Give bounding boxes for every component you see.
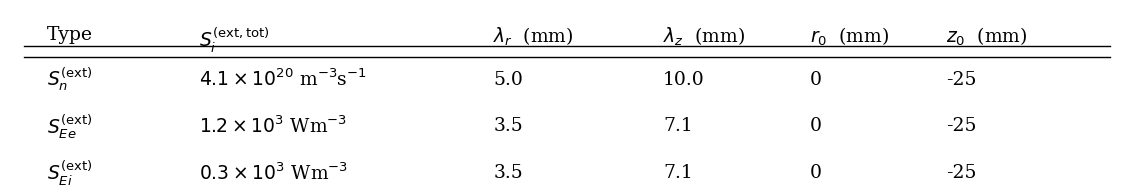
Text: 0: 0 [810, 164, 822, 182]
Text: Type: Type [46, 26, 93, 44]
Text: 7.1: 7.1 [663, 117, 693, 135]
Text: $S_{Ee}^{\mathrm{(ext)}}$: $S_{Ee}^{\mathrm{(ext)}}$ [46, 112, 92, 141]
Text: 3.5: 3.5 [493, 117, 523, 135]
Text: 0: 0 [810, 71, 822, 89]
Text: 0: 0 [810, 117, 822, 135]
Text: -25: -25 [946, 71, 976, 89]
Text: 3.5: 3.5 [493, 164, 523, 182]
Text: $1.2 \times 10^{3}$ Wm$^{-3}$: $1.2 \times 10^{3}$ Wm$^{-3}$ [200, 115, 348, 137]
Text: $\lambda_r$  (mm): $\lambda_r$ (mm) [493, 26, 574, 48]
Text: $S_i^{\mathrm{(ext,tot)}}$: $S_i^{\mathrm{(ext,tot)}}$ [200, 26, 270, 55]
Text: $S_n^{\mathrm{(ext)}}$: $S_n^{\mathrm{(ext)}}$ [46, 66, 92, 94]
Text: $S_{Ei}^{\mathrm{(ext)}}$: $S_{Ei}^{\mathrm{(ext)}}$ [46, 158, 92, 188]
Text: 5.0: 5.0 [493, 71, 524, 89]
Text: -25: -25 [946, 117, 976, 135]
Text: 7.1: 7.1 [663, 164, 693, 182]
Text: -25: -25 [946, 164, 976, 182]
Text: 10.0: 10.0 [663, 71, 705, 89]
Text: $0.3 \times 10^{3}$ Wm$^{-3}$: $0.3 \times 10^{3}$ Wm$^{-3}$ [200, 162, 348, 184]
Text: $4.1 \times 10^{20}$ m$^{-3}$s$^{-1}$: $4.1 \times 10^{20}$ m$^{-3}$s$^{-1}$ [200, 69, 367, 90]
Text: $\lambda_z$  (mm): $\lambda_z$ (mm) [663, 26, 745, 48]
Text: $z_0$  (mm): $z_0$ (mm) [946, 26, 1027, 48]
Text: $r_0$  (mm): $r_0$ (mm) [810, 26, 889, 48]
